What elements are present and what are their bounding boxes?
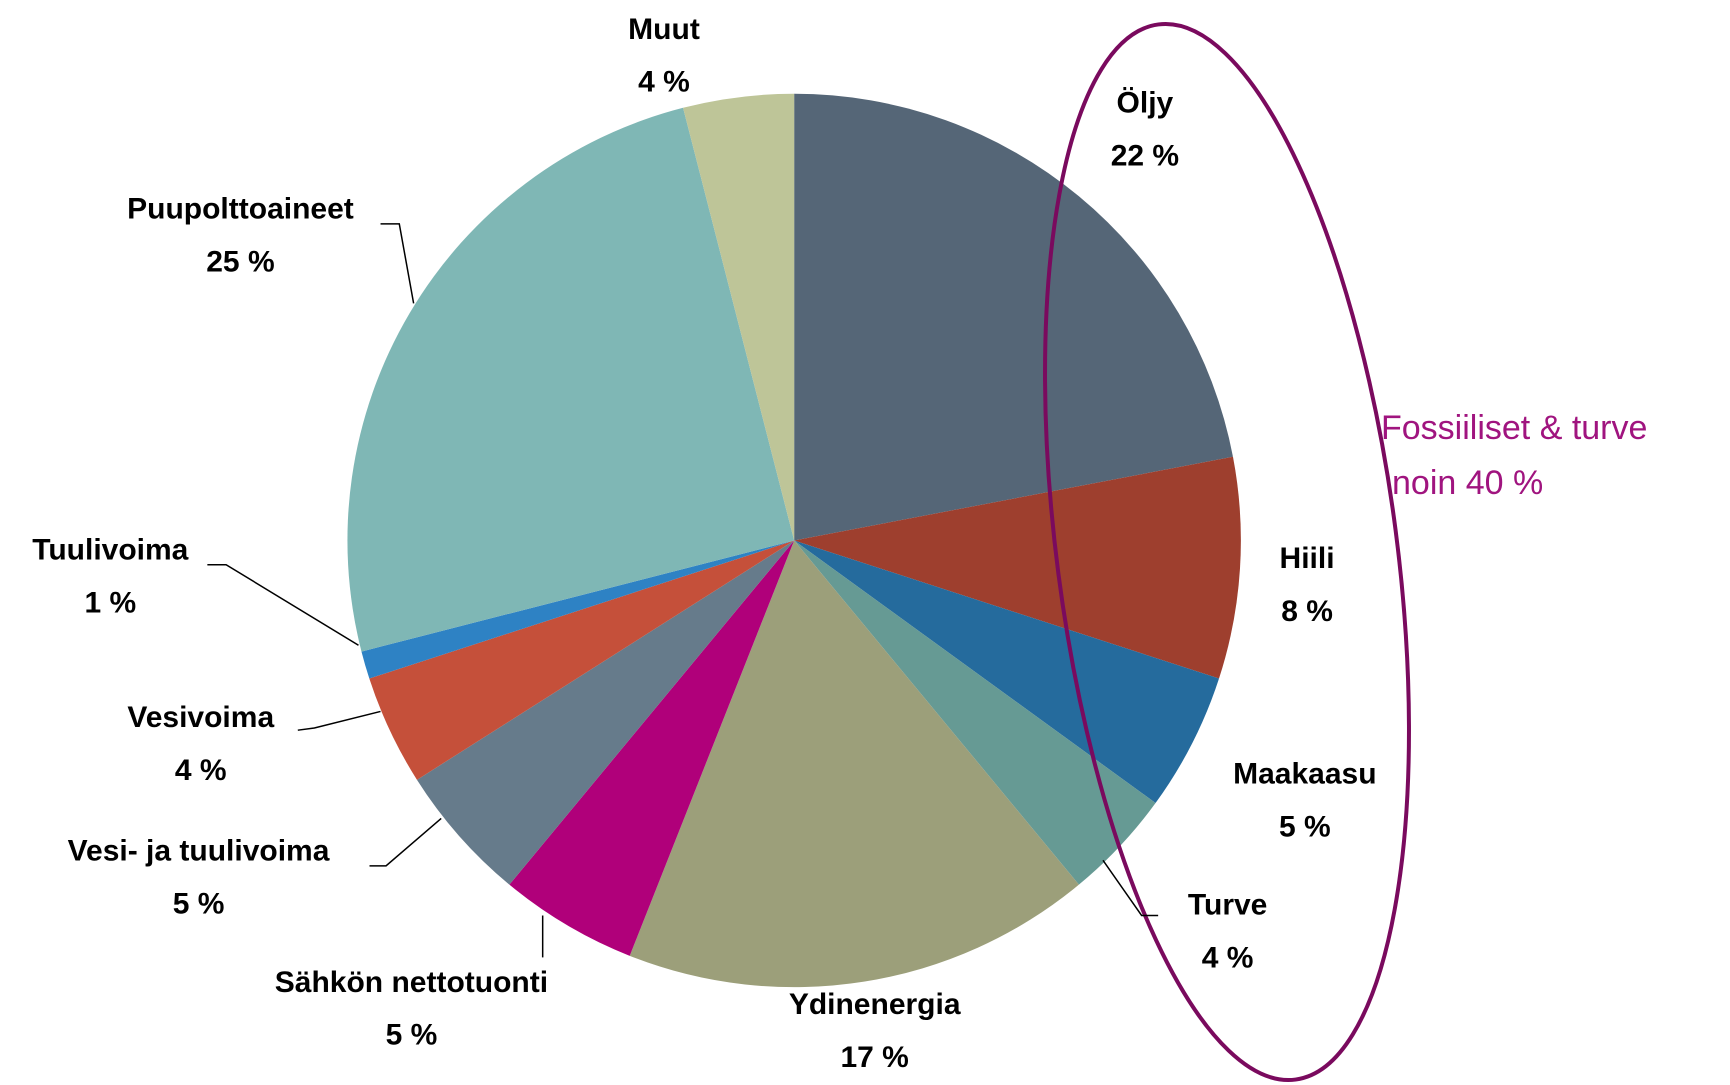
value-label: 5 % (173, 887, 225, 920)
value-label: 5 % (386, 1019, 438, 1052)
pie-slice (794, 93, 1233, 541)
pie-slice (416, 540, 795, 885)
leader-line (380, 223, 415, 304)
pie-slice (509, 540, 795, 956)
category-label: Muut (628, 13, 700, 46)
value-label: 25 % (206, 246, 274, 279)
annotation: Fossiiliset & turve (1381, 409, 1647, 447)
value-label: 4 % (638, 66, 690, 99)
leader-line (207, 563, 359, 646)
category-label: Turve (1188, 889, 1267, 922)
pie-slice (629, 540, 1079, 988)
category-label: Vesi- ja tuulivoima (68, 835, 330, 868)
category-label: Hiili (1280, 542, 1335, 575)
value-label: 22 % (1111, 140, 1179, 173)
category-label: Sähkön nettotuonti (275, 966, 548, 999)
category-label: Puupolttoaineet (127, 193, 354, 226)
category-label: Ydinenergia (789, 988, 961, 1021)
highlight-ellipse (1043, 21, 1411, 1083)
pie-slice (794, 540, 1220, 804)
category-label: Vesivoima (127, 701, 274, 734)
leader-line (297, 710, 381, 731)
value-label: 1 % (84, 586, 136, 619)
value-label: 8 % (1281, 595, 1333, 628)
pie-slice (683, 93, 795, 541)
leader-line (1102, 859, 1159, 917)
value-label: 5 % (1279, 810, 1331, 843)
category-label: Tuulivoima (32, 533, 188, 566)
pie-slice (794, 540, 1156, 885)
pie-slice (794, 456, 1241, 679)
value-label: 4 % (175, 754, 227, 787)
value-label: 17 % (840, 1041, 908, 1074)
leader-line (369, 817, 442, 867)
pie-slice (361, 540, 795, 679)
pie-slice (347, 107, 795, 652)
category-label: Öljy (1117, 87, 1174, 120)
pie-slice (369, 540, 795, 780)
annotation: noin 40 % (1392, 464, 1543, 502)
value-label: 4 % (1202, 942, 1254, 975)
category-label: Maakaasu (1233, 757, 1376, 790)
